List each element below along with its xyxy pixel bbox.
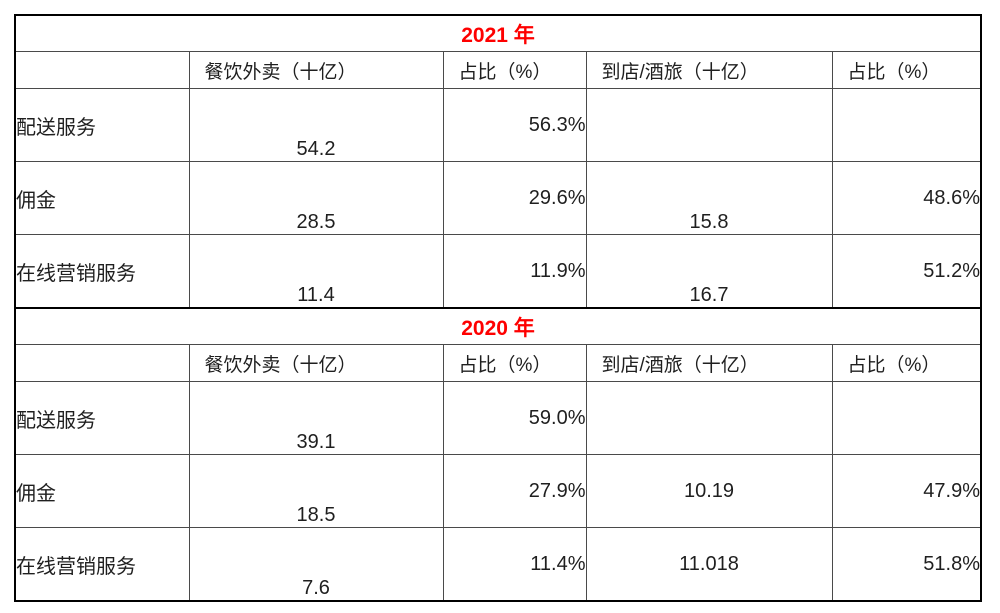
revenue-breakdown-table: 2021 年 餐饮外卖（十亿） 占比（%） 到店/酒旅（十亿） 占比（%） 配送… [14, 14, 983, 602]
cell-food-delivery-share: 11.9% [442, 234, 587, 309]
cell-food-delivery-value: 7.6 [188, 527, 444, 602]
cell-instore-hotel-value [585, 381, 833, 455]
row-label: 佣金 [14, 161, 190, 235]
cell-instore-hotel-share: 51.8% [831, 527, 982, 602]
column-header-share-1: 占比（%） [442, 344, 587, 382]
column-header-row-2021: 餐饮外卖（十亿） 占比（%） 到店/酒旅（十亿） 占比（%） [14, 51, 982, 89]
year-header-2021: 2021 年 [14, 14, 982, 52]
table-row-online-marketing-2021: 在线营销服务 11.4 11.9% 16.7 51.2% [14, 234, 982, 309]
row-label: 配送服务 [14, 88, 190, 162]
column-header-share-1: 占比（%） [442, 51, 587, 89]
cell-food-delivery-share: 29.6% [442, 161, 587, 235]
cell-instore-hotel-share: 51.2% [831, 234, 982, 309]
cell-instore-hotel-share: 48.6% [831, 161, 982, 235]
cell-instore-hotel-share [831, 381, 982, 455]
cell-instore-hotel-value [585, 88, 833, 162]
column-header-instore-hotel: 到店/酒旅（十亿） [585, 344, 833, 382]
row-label: 配送服务 [14, 381, 190, 455]
row-label: 在线营销服务 [14, 527, 190, 602]
cell-food-delivery-share: 59.0% [442, 381, 587, 455]
cell-food-delivery-value: 39.1 [188, 381, 444, 455]
cell-food-delivery-value: 11.4 [188, 234, 444, 309]
column-header-empty [14, 344, 190, 382]
year-header-2020: 2020 年 [14, 307, 982, 345]
cell-food-delivery-value: 18.5 [188, 454, 444, 528]
column-header-row-2020: 餐饮外卖（十亿） 占比（%） 到店/酒旅（十亿） 占比（%） [14, 344, 982, 382]
cell-instore-hotel-value: 11.018 [585, 527, 833, 602]
row-label: 在线营销服务 [14, 234, 190, 309]
cell-food-delivery-value: 54.2 [188, 88, 444, 162]
cell-instore-hotel-share: 47.9% [831, 454, 982, 528]
cell-instore-hotel-value: 15.8 [585, 161, 833, 235]
row-label: 佣金 [14, 454, 190, 528]
cell-food-delivery-value: 28.5 [188, 161, 444, 235]
table-row-commission-2020: 佣金 18.5 27.9% 10.19 47.9% [14, 454, 982, 528]
year-header-row-2020: 2020 年 [14, 307, 982, 345]
cell-food-delivery-share: 27.9% [442, 454, 587, 528]
column-header-food-delivery: 餐饮外卖（十亿） [188, 51, 444, 89]
column-header-share-2: 占比（%） [831, 51, 982, 89]
cell-food-delivery-share: 56.3% [442, 88, 587, 162]
cell-instore-hotel-value: 10.19 [585, 454, 833, 528]
year-header-row-2021: 2021 年 [14, 14, 982, 52]
column-header-food-delivery: 餐饮外卖（十亿） [188, 344, 444, 382]
table-row-delivery-services-2020: 配送服务 39.1 59.0% [14, 381, 982, 455]
column-header-empty [14, 51, 190, 89]
cell-instore-hotel-share [831, 88, 982, 162]
table-row-online-marketing-2020: 在线营销服务 7.6 11.4% 11.018 51.8% [14, 527, 982, 602]
cell-instore-hotel-value: 16.7 [585, 234, 833, 309]
table-row-delivery-services-2021: 配送服务 54.2 56.3% [14, 88, 982, 162]
cell-food-delivery-share: 11.4% [442, 527, 587, 602]
column-header-instore-hotel: 到店/酒旅（十亿） [585, 51, 833, 89]
table-row-commission-2021: 佣金 28.5 29.6% 15.8 48.6% [14, 161, 982, 235]
column-header-share-2: 占比（%） [831, 344, 982, 382]
